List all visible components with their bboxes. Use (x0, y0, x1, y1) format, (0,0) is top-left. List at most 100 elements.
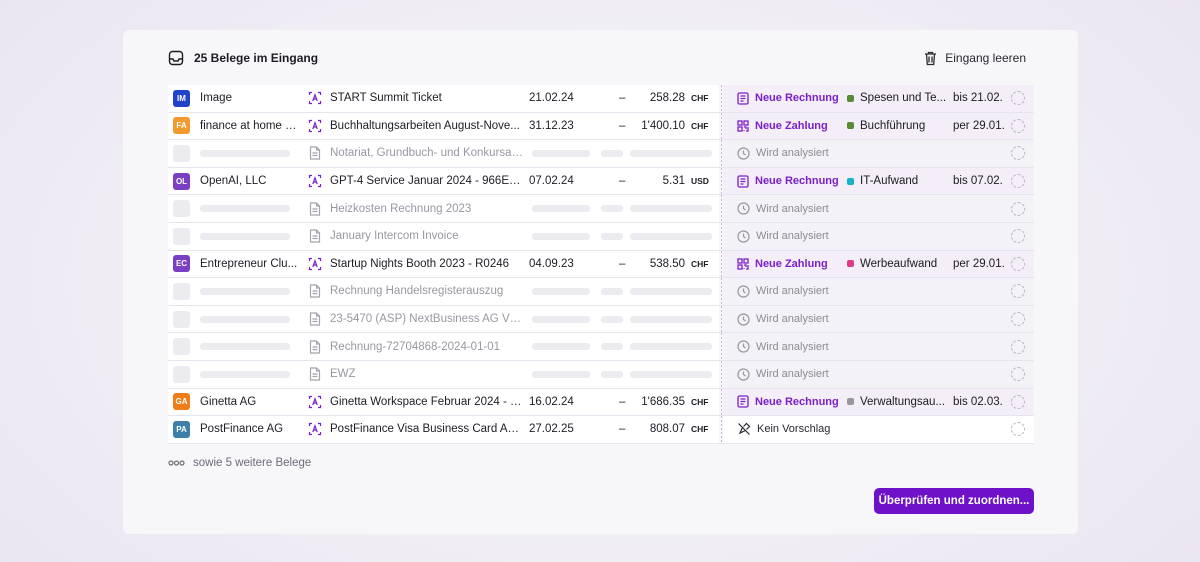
status-circle-icon[interactable] (1011, 174, 1025, 189)
table-row[interactable]: EWZ Wird analysiert (168, 360, 1034, 389)
due-date: bis 21.02. (953, 92, 1003, 105)
table-row[interactable]: Notariat, Grundbuch- und Konkursam... Wir… (168, 140, 1034, 168)
status-circle-icon[interactable] (1011, 312, 1025, 327)
document-icon (308, 229, 322, 243)
review-assign-button[interactable]: Überprüfen und zuordnen... (874, 488, 1034, 514)
document-title: 23-5470 (ASP) NextBusiness AG VO... (330, 313, 524, 326)
table-row[interactable]: IM Image START Summit Ticket 21.02.24 – 258.2… (168, 85, 1034, 113)
document-title: January Intercom Invoice (330, 230, 459, 243)
sender-skeleton (200, 370, 290, 378)
amount-skeleton (630, 205, 712, 213)
clock-icon (737, 312, 750, 326)
row-divider (719, 222, 723, 250)
row-divider (719, 250, 723, 278)
analyzing-status: Wird analysiert (737, 285, 829, 298)
table-row[interactable]: January Intercom Invoice Wird analysiert (168, 222, 1034, 251)
document-title: GPT-4 Service Januar 2024 - 966E95... (330, 175, 524, 188)
analyzing-status: Wird analysiert (737, 147, 829, 160)
more-documents[interactable]: sowie 5 weitere Belege (168, 457, 311, 469)
dash-skeleton (601, 149, 623, 157)
invoice-icon (737, 92, 749, 105)
category-tag[interactable]: IT-Aufwand (847, 175, 949, 187)
table-row[interactable]: PA PostFinance AG PostFinance Visa Busines… (168, 416, 1034, 444)
status-circle-icon[interactable] (1011, 394, 1025, 409)
suggestion-cell: Neue Zahlung Werbeaufwand per 29.01. (723, 250, 1034, 278)
sender-name: finance at home g... (200, 119, 300, 132)
status-circle-icon[interactable] (1011, 201, 1025, 216)
document-info: January Intercom Invoice (168, 222, 719, 250)
suggestion-cell: Neue Zahlung Buchführung per 29.01. (723, 112, 1034, 140)
date-separator: – (619, 175, 626, 188)
document-info: GA Ginetta AG Ginetta Workspace Februar 20… (168, 388, 719, 416)
dash-skeleton (601, 232, 623, 240)
status-circle-icon[interactable] (1011, 422, 1025, 437)
sender-badge: IM (173, 89, 190, 107)
sender-name: PostFinance AG (200, 423, 284, 436)
table-row[interactable]: GA Ginetta AG Ginetta Workspace Februar 20… (168, 388, 1034, 417)
row-divider (719, 140, 723, 167)
sender-badge: FA (173, 117, 190, 135)
table-row[interactable]: Rechnung-72704868-2024-01-01 Wird analysi… (168, 333, 1034, 361)
row-divider (719, 112, 723, 140)
date-separator: – (619, 257, 626, 270)
status-circle-icon[interactable] (1011, 367, 1025, 382)
sender-skeleton (200, 205, 290, 213)
category-tag[interactable]: Verwaltungsau... (847, 396, 949, 408)
category-dot (847, 398, 854, 406)
more-documents-label: sowie 5 weitere Belege (193, 457, 312, 469)
status-circle-icon[interactable] (1011, 118, 1025, 133)
suggestion-cell: Wird analysiert (723, 278, 1034, 305)
status-circle-icon[interactable] (1011, 146, 1025, 161)
suggestion-cell: Wird analysiert (723, 333, 1034, 360)
table-row[interactable]: OL OpenAI, LLC GPT-4 Service Januar 2024 -… (168, 167, 1034, 196)
clear-inbox-button[interactable]: Eingang leeren (924, 51, 1026, 66)
date-separator: – (619, 92, 626, 105)
status-circle-icon[interactable] (1011, 256, 1025, 271)
category-tag[interactable]: Werbeaufwand (847, 258, 949, 270)
ai-document-icon (308, 422, 322, 436)
suggested-action-link[interactable]: Neue Zahlung (737, 258, 828, 270)
clock-icon (737, 147, 750, 160)
status-circle-icon[interactable] (1011, 91, 1025, 106)
document-date: 04.09.23 (529, 257, 574, 270)
suggested-action-link[interactable]: Neue Zahlung (737, 120, 828, 132)
document-currency: USD (691, 176, 709, 187)
category-tag[interactable]: Buchführung (847, 120, 949, 132)
amount-skeleton (630, 287, 712, 295)
suggestion-cell: Wird analysiert (723, 195, 1034, 222)
sender-skeleton (200, 149, 290, 157)
document-amount: 1'400.10 (641, 119, 685, 132)
amount-skeleton (630, 232, 712, 240)
placeholder-badge (173, 144, 190, 162)
date-skeleton (532, 149, 590, 157)
suggested-action-link[interactable]: Neue Rechnung (737, 395, 839, 408)
document-date: 21.02.24 (529, 92, 574, 105)
dash-skeleton (601, 343, 623, 351)
status-circle-icon[interactable] (1011, 339, 1025, 354)
document-date: 07.02.24 (529, 175, 574, 188)
table-row[interactable]: EC Entrepreneur Clu... Startup Nights Boot… (168, 250, 1034, 279)
status-circle-icon[interactable] (1011, 229, 1025, 244)
table-row[interactable]: Heizkosten Rechnung 2023 Wird analysiert (168, 195, 1034, 223)
suggested-action-link[interactable]: Neue Rechnung (737, 92, 839, 105)
table-row[interactable]: 23-5470 (ASP) NextBusiness AG VO... Wird … (168, 305, 1034, 334)
dash-skeleton (601, 287, 623, 295)
invoice-icon (737, 174, 749, 188)
document-icon (308, 202, 322, 216)
category-tag[interactable]: Spesen und Te... (847, 92, 949, 104)
row-divider (719, 360, 723, 388)
inbox-panel: 25 Belege im Eingang Eingang leeren IM Im… (123, 30, 1078, 534)
suggested-action-link[interactable]: Neue Rechnung (737, 174, 839, 188)
qr-icon (737, 258, 749, 270)
document-title: EWZ (330, 368, 356, 381)
document-info: FA finance at home g... Buchhaltungsarbeit… (168, 112, 719, 140)
category-dot (847, 177, 854, 185)
table-row[interactable]: FA finance at home g... Buchhaltungsarbeit… (168, 112, 1034, 141)
document-table: IM Image START Summit Ticket 21.02.24 – 258.2… (168, 85, 1034, 444)
status-circle-icon[interactable] (1011, 284, 1025, 299)
inbox-title: 25 Belege im Eingang (194, 51, 319, 65)
inbox-header: 25 Belege im Eingang Eingang leeren (168, 48, 1026, 68)
date-separator: – (619, 119, 626, 132)
table-row[interactable]: Rechnung Handelsregisterauszug Wird analy… (168, 278, 1034, 306)
document-info: EC Entrepreneur Clu... Startup Nights Boot… (168, 250, 719, 278)
